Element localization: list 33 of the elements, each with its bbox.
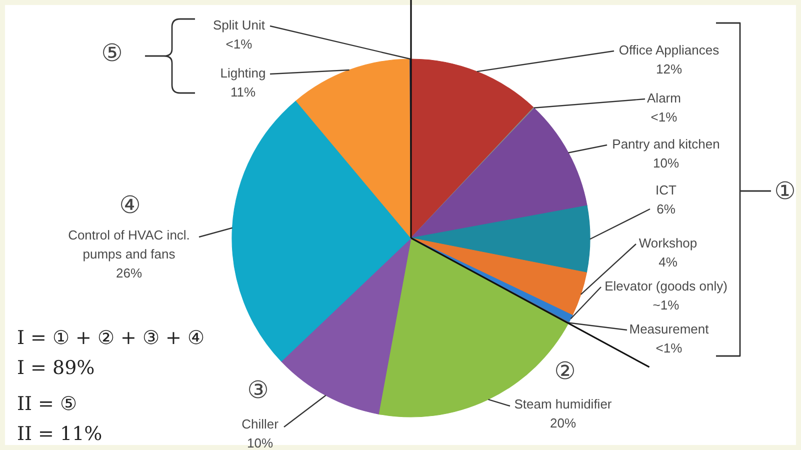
text: ② — [554, 357, 576, 385]
text: ④ — [119, 191, 141, 219]
slice-label: Alarm — [647, 90, 681, 106]
data-label: 4% — [658, 254, 678, 270]
data-label: 20% — [550, 416, 576, 430]
slice-label: ICT — [656, 182, 677, 198]
text: ⑤ — [101, 39, 123, 67]
slice-label: Elevator (goods only) — [604, 278, 728, 294]
data-label: 12% — [656, 62, 682, 76]
slice-label: Lighting — [220, 66, 266, 80]
text: II = 11% — [17, 423, 102, 445]
data-label: 11% — [230, 84, 256, 100]
text: I = 89% — [17, 357, 95, 379]
slice-label: Pantry and kitchen — [612, 136, 720, 152]
data-label: 10% — [652, 156, 680, 170]
slice-label: Workshop — [638, 236, 698, 250]
text: I = ① + ② + ③ + ④ — [17, 327, 205, 349]
slice-label: Measurement — [629, 322, 710, 336]
text: ① — [774, 177, 796, 205]
text: ③ — [247, 376, 269, 404]
slice-label: Steam humidifier — [514, 396, 612, 412]
data-label: 10% — [246, 436, 274, 450]
data-label: ~1% — [652, 298, 680, 312]
slice-label: Office Appliances — [618, 42, 720, 58]
slice-label: Chiller — [242, 416, 280, 432]
slice-label: Split Unit — [212, 18, 266, 32]
data-label: 26% — [116, 266, 142, 280]
slice-label: Control of HVAC incl. pumps and fans — [68, 228, 190, 262]
data-label: <1% — [656, 340, 683, 356]
text: II = ⑤ — [17, 393, 78, 415]
data-label: <1% — [226, 36, 253, 52]
data-label: <1% — [650, 110, 678, 124]
data-label: 6% — [656, 202, 676, 216]
